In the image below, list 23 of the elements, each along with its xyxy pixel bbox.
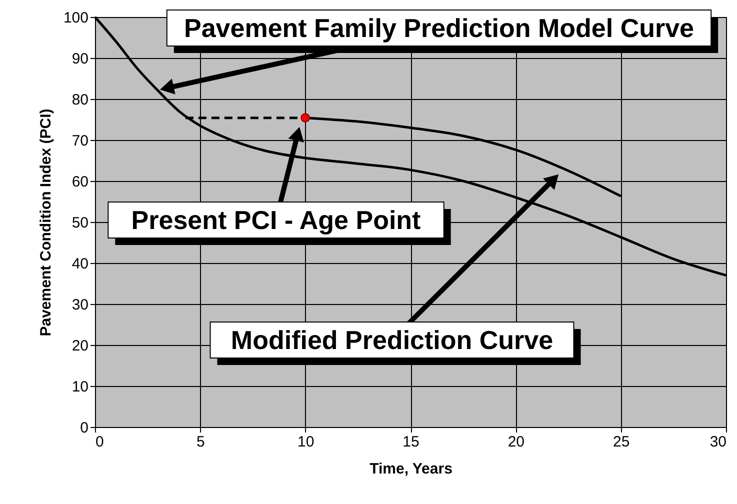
y-tick-label: 0	[80, 420, 88, 436]
x-tick-label: 0	[96, 434, 104, 450]
y-tick-label: 70	[72, 132, 88, 150]
y-tick-label: 90	[72, 50, 88, 68]
x-tick-label: 5	[196, 434, 205, 450]
y-axis-title: Pavement Condition Index (PCI)	[37, 108, 54, 336]
y-tick-label: 30	[72, 296, 88, 314]
y-tick-label: 100	[63, 10, 88, 26]
x-axis-title: Time, Years	[370, 460, 452, 478]
x-tick-label: 10	[297, 434, 314, 450]
annotation: Modified Prediction Curve	[230, 325, 554, 355]
x-tick-label: 15	[402, 434, 420, 450]
y-tick-label: 50	[72, 214, 88, 232]
y-tick-label: 10	[72, 378, 88, 396]
y-tick-label: 60	[72, 174, 88, 190]
x-tick-label: 25	[612, 434, 630, 450]
y-tick-label: 40	[72, 256, 88, 272]
annotation: Pavement Family Prediction Model Curve	[184, 13, 694, 43]
y-tick-label: 80	[72, 92, 88, 108]
x-tick-label: 20	[508, 434, 525, 450]
annotation: Present PCI - Age Point	[131, 205, 422, 235]
x-tick-label: 30	[710, 434, 726, 450]
y-tick-label: 20	[72, 338, 88, 354]
